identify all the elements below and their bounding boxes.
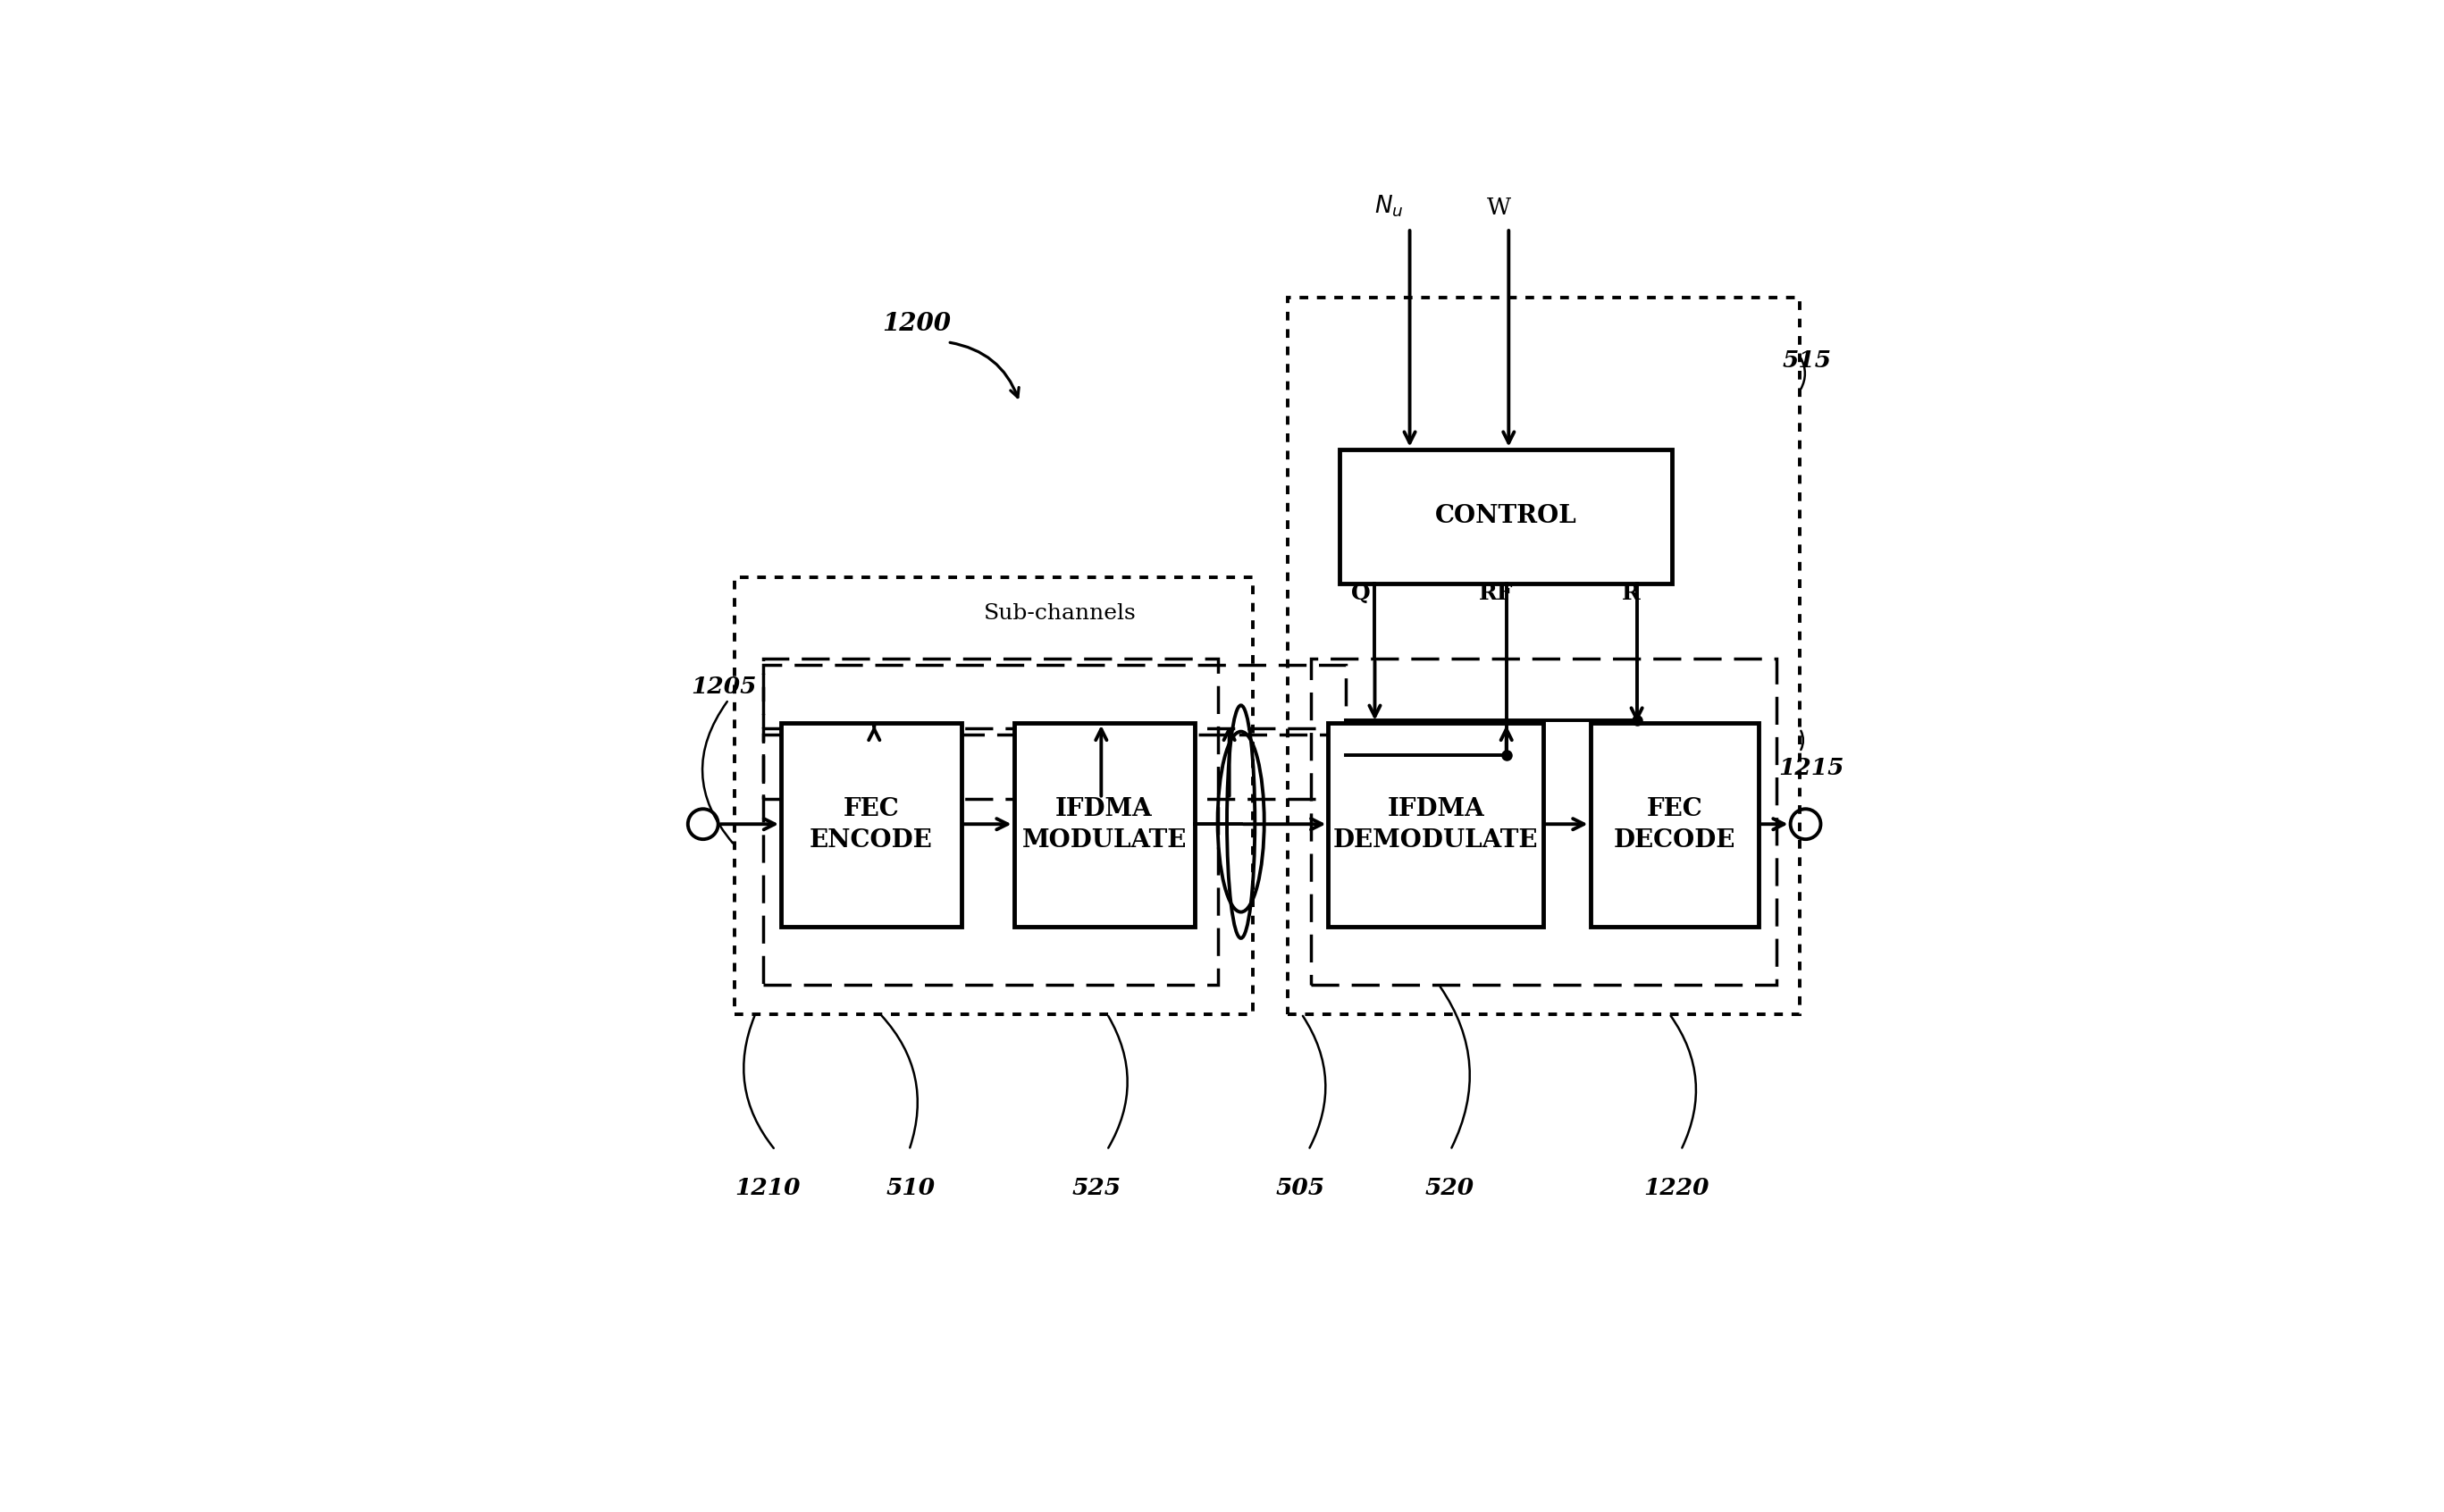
- Text: Q: Q: [1352, 582, 1371, 605]
- Text: 520: 520: [1425, 1176, 1474, 1199]
- Text: R: R: [1623, 582, 1640, 605]
- Text: Sub-channels: Sub-channels: [982, 603, 1136, 624]
- Text: 1200: 1200: [882, 311, 951, 336]
- FancyBboxPatch shape: [1327, 723, 1545, 927]
- Text: FEC
ENCODE: FEC ENCODE: [809, 797, 934, 853]
- FancyBboxPatch shape: [782, 723, 960, 927]
- Text: 1220: 1220: [1645, 1176, 1708, 1199]
- Text: 1210: 1210: [736, 1176, 799, 1199]
- Text: 1205: 1205: [692, 676, 758, 699]
- Text: 505: 505: [1276, 1176, 1325, 1199]
- Text: 515: 515: [1782, 349, 1831, 372]
- Text: FEC
DECODE: FEC DECODE: [1613, 797, 1735, 853]
- Text: $N_u$: $N_u$: [1374, 194, 1403, 219]
- Text: 1215: 1215: [1779, 758, 1845, 780]
- Text: IFDMA
MODULATE: IFDMA MODULATE: [1022, 797, 1185, 853]
- Text: 510: 510: [885, 1176, 936, 1199]
- FancyBboxPatch shape: [1591, 723, 1760, 927]
- FancyBboxPatch shape: [1339, 449, 1672, 584]
- Text: W: W: [1488, 197, 1510, 219]
- Text: IFDMA
DEMODULATE: IFDMA DEMODULATE: [1334, 797, 1537, 853]
- Text: CONTROL: CONTROL: [1435, 503, 1576, 528]
- Text: RF: RF: [1479, 582, 1513, 605]
- Text: 525: 525: [1073, 1176, 1122, 1199]
- FancyBboxPatch shape: [1014, 723, 1195, 927]
